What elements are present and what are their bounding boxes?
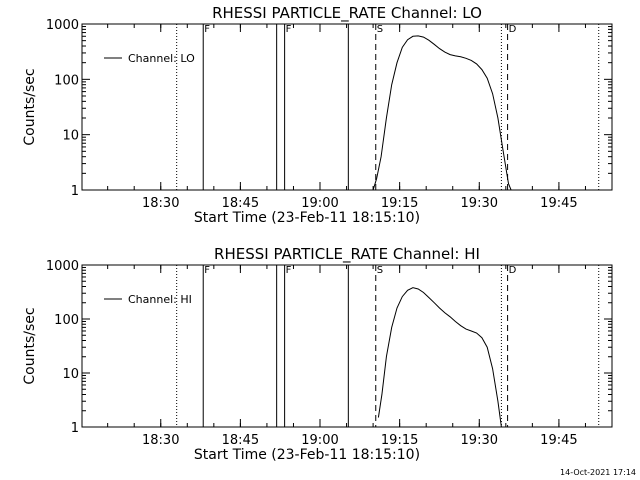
render-timestamp: 14-Oct-2021 17:14	[560, 468, 636, 477]
y-tick-label: 1000	[46, 259, 79, 274]
event-marker-label: S	[377, 265, 383, 276]
legend-label: Channel: LO	[128, 52, 195, 65]
chart-title: RHESSI PARTICLE_RATE Channel: LO	[212, 4, 482, 23]
x-axis-label: Start Time (23-Feb-11 18:15:10)	[194, 447, 420, 463]
x-tick-label: 18:30	[142, 433, 179, 448]
x-tick-label: 19:15	[381, 433, 418, 448]
x-tick-label: 19:30	[461, 433, 498, 448]
y-axis-label: Counts/sec	[22, 307, 38, 384]
y-tick-label: 10	[62, 367, 79, 382]
y-tick-label: 10	[62, 129, 79, 144]
legend: Channel: HI	[104, 293, 192, 306]
plot-frame	[81, 23, 613, 191]
event-marker-label: F	[286, 265, 292, 276]
chart-title: RHESSI PARTICLE_RATE Channel: HI	[214, 245, 480, 264]
x-tick-label: 18:30	[142, 196, 179, 211]
y-tick-label: 1000	[46, 18, 79, 33]
event-marker-label: S	[377, 24, 383, 35]
event-marker-label: F	[204, 265, 210, 276]
plot-frame	[81, 264, 613, 428]
series-line-lo	[372, 35, 512, 191]
y-tick-label: 100	[54, 73, 79, 88]
y-axis-ticks: 1 10 100 1000	[46, 18, 612, 199]
event-marker-label: F	[286, 24, 292, 35]
series-line-hi	[377, 287, 502, 428]
y-axis-ticks: 1 10 100 1000	[46, 259, 612, 436]
event-marker-label: D	[509, 265, 517, 276]
x-axis-ticks: 18:30 18:45 19:00 19:15 19:30 19:45	[107, 265, 613, 448]
event-marker-label: D	[509, 24, 517, 35]
x-axis-label: Start Time (23-Feb-11 18:15:10)	[194, 210, 420, 226]
legend-label: Channel: HI	[128, 293, 192, 306]
x-tick-label: 19:00	[301, 433, 338, 448]
x-tick-label: 19:45	[540, 433, 577, 448]
x-axis-ticks: 18:30 18:45 19:00 19:15 19:30 19:45	[107, 24, 613, 211]
x-tick-label: 18:45	[222, 196, 259, 211]
legend: Channel: LO	[104, 52, 195, 65]
x-tick-label: 19:15	[381, 196, 418, 211]
y-tick-label: 1	[71, 421, 79, 436]
y-axis-label: Counts/sec	[22, 68, 38, 145]
x-tick-label: 19:30	[461, 196, 498, 211]
x-tick-label: 19:45	[540, 196, 577, 211]
x-tick-label: 18:45	[222, 433, 259, 448]
event-marker-label: F	[204, 24, 210, 35]
x-tick-label: 19:00	[301, 196, 338, 211]
y-tick-label: 1	[71, 184, 79, 199]
y-tick-label: 100	[54, 313, 79, 328]
